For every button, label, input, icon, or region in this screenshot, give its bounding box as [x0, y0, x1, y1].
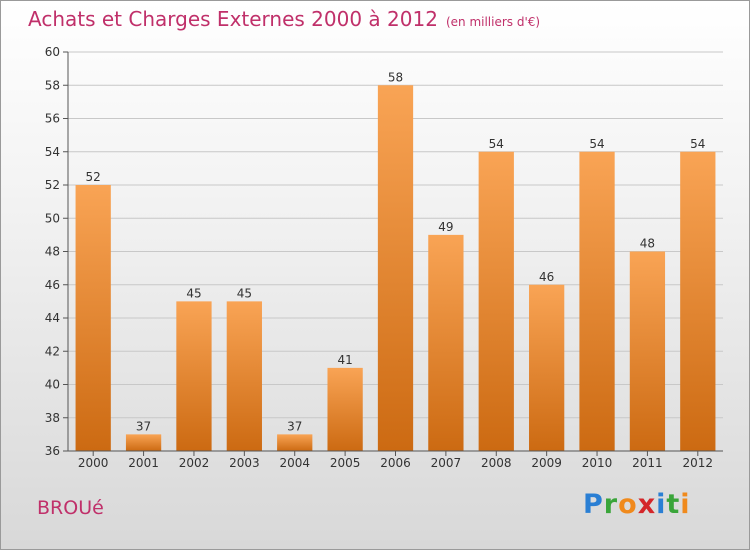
x-tick-label: 2008 [481, 456, 512, 470]
value-label: 41 [337, 353, 352, 367]
value-label: 46 [539, 270, 554, 284]
axes: 36 38 40 42 44 46 48 50 52 54 56 58 60 2000 2001 2002 20… [45, 45, 723, 470]
y-tick-label: 36 [45, 444, 60, 458]
y-tick-label: 40 [45, 378, 60, 392]
logo-letter: r [603, 489, 619, 520]
y-tick-label: 42 [45, 344, 60, 358]
x-tick-label: 2011 [632, 456, 663, 470]
city-name: BROUé [37, 497, 104, 519]
bar [529, 284, 565, 451]
value-label: 48 [640, 237, 655, 251]
bar [226, 301, 262, 451]
y-tick-label: 60 [45, 45, 60, 59]
chart-title: Achats et Charges Externes 2000 à 2012 (e… [28, 7, 540, 31]
x-tick-label: 2012 [683, 456, 714, 470]
bar [680, 151, 716, 451]
x-tick-label: 2004 [279, 456, 310, 470]
y-tick-label: 50 [45, 211, 60, 225]
bar [579, 151, 615, 451]
x-tick-label: 2006 [380, 456, 411, 470]
chart-subtitle: (en milliers d'€) [445, 15, 541, 29]
logo-letter: x [637, 489, 657, 520]
value-label: 45 [186, 286, 201, 300]
bar [277, 434, 313, 451]
logo-letter: t [666, 489, 681, 520]
bar [125, 434, 162, 451]
value-label: 54 [489, 137, 504, 151]
logo-letter: P [583, 489, 604, 520]
y-tick-label: 58 [45, 78, 60, 92]
y-tick-label: 48 [45, 245, 60, 259]
value-label: 37 [136, 419, 151, 433]
bars: 52 37 45 45 37 41 58 49 54 46 54 48 54 [75, 70, 716, 451]
value-label: 37 [287, 419, 302, 433]
y-tick-label: 54 [45, 145, 60, 159]
x-tick-label: 2001 [128, 456, 159, 470]
x-tick-label: 2000 [78, 456, 109, 470]
x-tick-label: 2007 [431, 456, 462, 470]
logo-letter: i [656, 489, 667, 520]
x-tick-label: 2005 [330, 456, 361, 470]
y-tick-label: 44 [45, 311, 60, 325]
y-tick-label: 56 [45, 112, 60, 126]
bar [478, 151, 514, 451]
bar [176, 301, 212, 451]
bar [327, 367, 363, 451]
logo-letter: o [618, 489, 638, 520]
value-label: 45 [237, 286, 252, 300]
value-label: 52 [86, 170, 101, 184]
proxiti-logo: Proxiti [583, 489, 691, 520]
y-tick-label: 38 [45, 411, 60, 425]
y-tick-label: 46 [45, 278, 60, 292]
value-label: 54 [690, 137, 705, 151]
value-label: 54 [589, 137, 604, 151]
value-label: 49 [438, 220, 453, 234]
value-label: 58 [388, 70, 403, 84]
bar [75, 185, 111, 451]
bar [377, 85, 414, 451]
x-tick-label: 2002 [179, 456, 210, 470]
y-tick-label: 52 [45, 178, 60, 192]
logo-letter: i [680, 489, 691, 520]
bar [629, 251, 666, 451]
x-tick-label: 2003 [229, 456, 260, 470]
x-tick-label: 2009 [531, 456, 562, 470]
chart-title-main: Achats et Charges Externes 2000 à 2012 [28, 7, 438, 31]
bar [428, 234, 464, 451]
x-tick-label: 2010 [582, 456, 613, 470]
